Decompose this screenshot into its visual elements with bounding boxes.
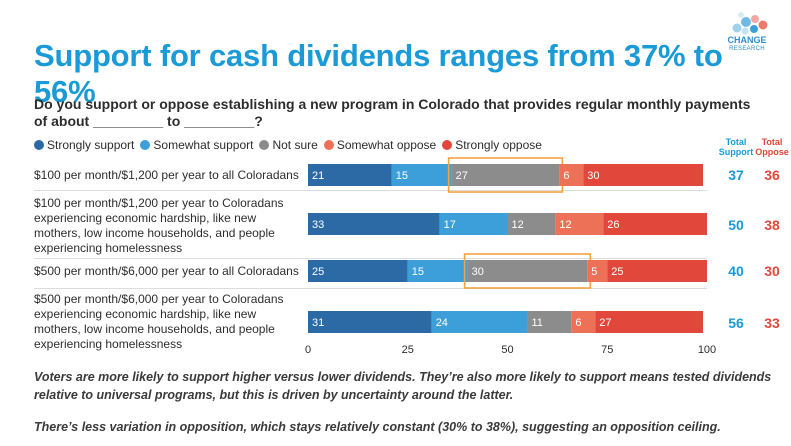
bar-value-label: 15 (412, 266, 424, 278)
bar-segment-not-sure (467, 260, 588, 282)
legend-item-not-sure: Not sure (259, 138, 318, 152)
bar-value-label: 17 (444, 219, 456, 231)
row-divider (34, 288, 707, 289)
x-tick-label: 100 (698, 344, 716, 356)
bar-segment-strongly-oppose (603, 213, 707, 235)
bar-segment-strongly-support (308, 311, 432, 333)
legend-item-somewhat-support: Somewhat support (140, 138, 253, 152)
legend-item-strongly-support: Strongly support (34, 138, 134, 152)
bar-segment-strongly-support (308, 164, 392, 186)
total-support-value: 56 (728, 315, 744, 331)
legend-label: Not sure (272, 138, 318, 152)
legend-item-strongly-oppose: Strongly oppose (442, 138, 542, 152)
row-label-500-all: $500 per month/$6,000 per year to all Co… (34, 264, 299, 278)
logo-subtext: RESEARCH (729, 46, 765, 52)
chart-legend: Strongly support Somewhat support Not su… (34, 138, 542, 152)
total-support-value: 37 (728, 167, 744, 183)
bar-segment-strongly-oppose (583, 164, 704, 186)
bar-segment-strongly-oppose (595, 311, 704, 333)
total-support-value: 40 (728, 263, 744, 279)
total-support-header: Total Support (718, 137, 754, 157)
bar-value-label: 26 (607, 219, 619, 231)
bar-value-label: 6 (575, 317, 581, 329)
total-oppose-value: 33 (764, 315, 780, 331)
bar-segment-somewhat-support (391, 164, 452, 186)
bar-value-label: 25 (312, 266, 324, 278)
legend-swatch (34, 140, 44, 150)
bar-value-label: 30 (587, 170, 599, 182)
bar-segment-somewhat-support (439, 213, 508, 235)
row-label-100-hardship: $100 per month/$1,200 per year to Colora… (34, 196, 284, 255)
legend-label: Strongly support (47, 138, 135, 152)
x-tick-label: 25 (402, 344, 414, 356)
bar-segment-somewhat-oppose (559, 164, 584, 186)
highlight-box (447, 157, 564, 193)
bar-value-label: 12 (512, 219, 524, 231)
bar-segment-not-sure (451, 164, 560, 186)
bar-value-label: 31 (312, 317, 324, 329)
survey-question: Do you support or oppose establishing a … (34, 96, 751, 129)
page-title: Support for cash dividends ranges from 3… (34, 38, 723, 109)
legend-swatch (259, 140, 270, 150)
bar-segment-not-sure (527, 311, 572, 333)
bar-value-label: 25 (611, 266, 623, 278)
legend-label: Somewhat oppose (336, 138, 437, 152)
bar-value-label: 5 (591, 266, 597, 278)
bar-segment-not-sure (507, 213, 556, 235)
bar-value-label: 24 (436, 317, 448, 329)
legend-swatch (442, 140, 453, 150)
x-tick-label: 75 (601, 344, 613, 356)
bar-value-label: 12 (559, 219, 571, 231)
legend-swatch (140, 140, 151, 150)
x-tick-label: 50 (501, 344, 513, 356)
legend-label: Strongly oppose (455, 138, 542, 152)
bar-segment-somewhat-oppose (555, 213, 604, 235)
legend-swatch (323, 140, 334, 150)
x-tick-label: 0 (305, 344, 311, 356)
total-oppose-value: 36 (764, 167, 780, 183)
logo-dots-icon (732, 12, 768, 35)
total-support-value: 50 (728, 217, 744, 233)
bar-value-label: 27 (599, 317, 611, 329)
total-oppose-value: 38 (764, 217, 780, 233)
bar-value-label: 11 (531, 317, 542, 329)
bar-value-label: 30 (472, 266, 484, 278)
bar-segment-somewhat-oppose (571, 311, 596, 333)
bar-value-label: 15 (396, 170, 408, 182)
bar-value-label: 21 (312, 170, 324, 182)
bar-segment-somewhat-oppose (587, 260, 608, 282)
total-oppose-value: 30 (764, 263, 780, 279)
insight-note-2: There’s less variation in opposition, wh… (34, 420, 721, 434)
bar-segment-somewhat-support (431, 311, 528, 333)
legend-item-somewhat-oppose: Somewhat oppose (323, 138, 437, 152)
insight-note-1: Voters are more likely to support higher… (34, 370, 772, 402)
bar-value-label: 33 (312, 219, 324, 231)
bar-segment-strongly-support (308, 260, 408, 282)
logo-text: CHANGE (727, 35, 767, 45)
total-oppose-header: Total Oppose (755, 137, 789, 157)
bar-segment-somewhat-support (407, 260, 468, 282)
row-label-100-all: $100 per month/$1,200 per year to all Co… (34, 168, 299, 182)
bar-segment-strongly-support (308, 213, 440, 235)
bar-value-label: 6 (563, 170, 569, 182)
row-divider (34, 258, 707, 259)
highlight-box (463, 253, 592, 289)
row-divider (34, 190, 707, 191)
row-label-500-hardship: $500 per month/$6,000 per year to Colora… (34, 292, 284, 351)
legend-label: Somewhat support (153, 138, 254, 152)
bar-value-label: 27 (456, 170, 468, 182)
bar-segment-strongly-oppose (607, 260, 707, 282)
